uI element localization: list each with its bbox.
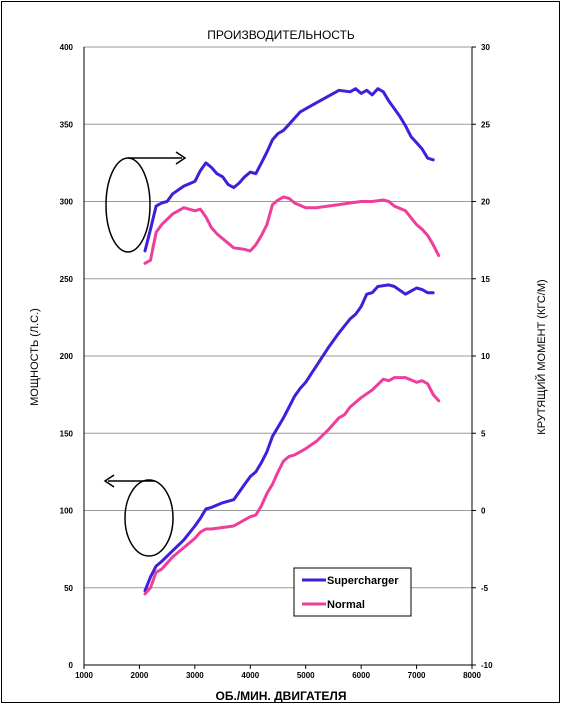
x-axis-label: ОБ./МИН. ДВИГАТЕЛЯ bbox=[216, 689, 347, 703]
y-tick-label-100: 100 bbox=[60, 507, 74, 516]
y-tick-label-300: 300 bbox=[60, 198, 74, 207]
y-tick-label-150: 150 bbox=[60, 429, 74, 438]
y-right-tick-label-10: 10 bbox=[481, 352, 490, 361]
series-normal-torque bbox=[143, 195, 441, 265]
series-supercharger-power bbox=[143, 283, 435, 593]
annotation-left-arrow bbox=[103, 474, 174, 557]
x-tick-label-4000: 4000 bbox=[241, 671, 259, 680]
y-right-tick-label-30: 30 bbox=[481, 43, 490, 52]
series-supercharger-torque bbox=[143, 87, 435, 253]
y-tick-label-50: 50 bbox=[64, 584, 73, 593]
x-tick-label-1000: 1000 bbox=[75, 671, 93, 680]
y-tick-label-400: 400 bbox=[60, 43, 74, 52]
x-tick-label-8000: 8000 bbox=[463, 671, 481, 680]
y-tick-label-0: 0 bbox=[69, 661, 74, 670]
legend-label-supercharger: Supercharger bbox=[327, 575, 399, 587]
x-tick-label-7000: 7000 bbox=[408, 671, 426, 680]
legend: Supercharger Normal bbox=[293, 567, 412, 617]
x-tick-label-5000: 5000 bbox=[297, 671, 315, 680]
tick-labels: 0 50 100 150 200 250 300 350 400 -10 -5 0 5 10 15 20 25 3… bbox=[60, 43, 493, 680]
x-tick-label-6000: 6000 bbox=[352, 671, 370, 680]
y-right-tick-label-25: 25 bbox=[481, 120, 490, 129]
arrow-left-head bbox=[103, 474, 115, 488]
arrow-right-head bbox=[175, 151, 187, 165]
annotation-ellipse-lower bbox=[124, 479, 174, 557]
x-tick-label-3000: 3000 bbox=[186, 671, 204, 680]
y-right-tick-label-5: 5 bbox=[481, 429, 486, 438]
y-right-tick-label-20: 20 bbox=[481, 198, 490, 207]
y-right-tick-label-15: 15 bbox=[481, 275, 490, 284]
x-tick-label-2000: 2000 bbox=[131, 671, 149, 680]
y-axis-label-right: КРУТЯЩИЙ МОМЕНТ (КГС/М) bbox=[535, 279, 548, 434]
series-normal-power bbox=[143, 376, 441, 596]
y-axis-label-left: МОЩНОСТЬ (Л.С.) bbox=[29, 308, 41, 406]
y-tick-label-250: 250 bbox=[60, 275, 74, 284]
annotation-right-arrow bbox=[105, 151, 187, 253]
legend-label-normal: Normal bbox=[327, 599, 365, 611]
chart-title: ПРОИЗВОДИТЕЛЬНОСТЬ bbox=[207, 28, 355, 42]
y-tick-label-350: 350 bbox=[60, 120, 74, 129]
legend-box bbox=[293, 567, 412, 617]
series-lines bbox=[143, 87, 441, 596]
y-right-tick-label-0: 0 bbox=[481, 507, 486, 516]
y-tick-label-200: 200 bbox=[60, 352, 74, 361]
y-right-tick-label--5: -5 bbox=[481, 584, 489, 593]
annotation-ellipse-upper bbox=[105, 157, 151, 253]
y-right-tick-label--10: -10 bbox=[481, 661, 493, 670]
